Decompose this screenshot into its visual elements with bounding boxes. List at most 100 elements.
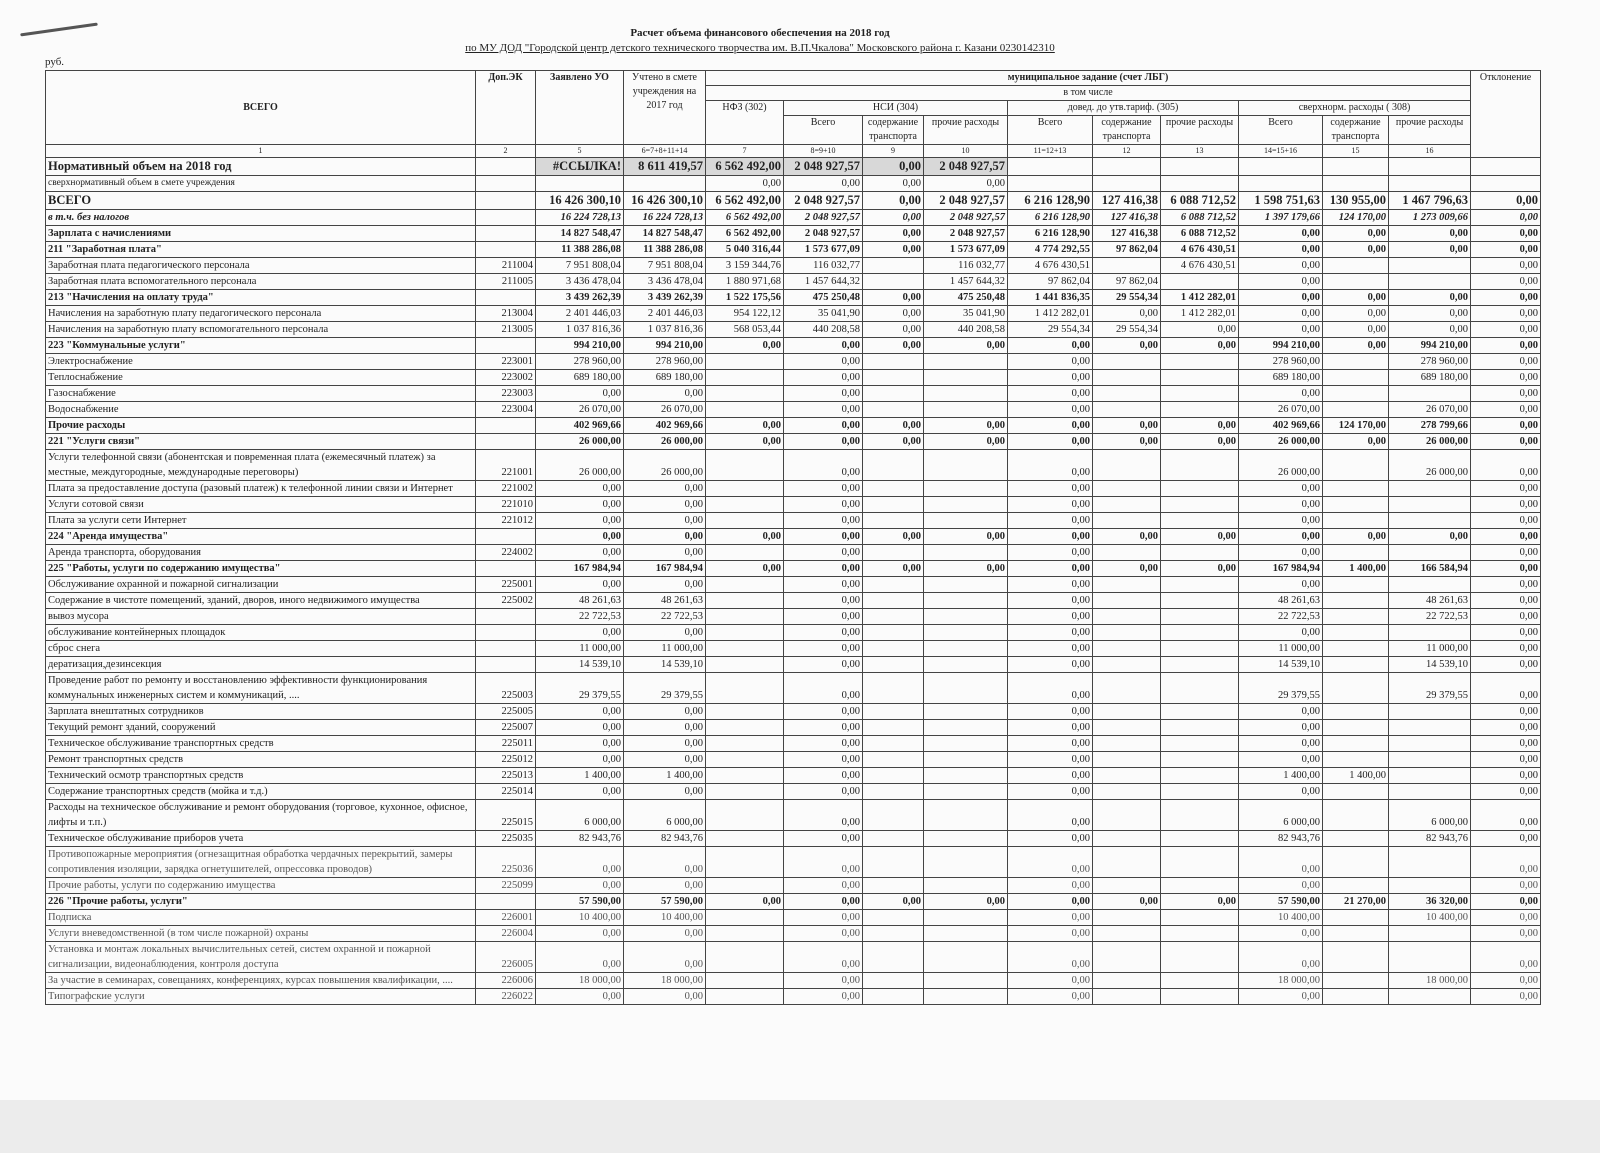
row-value [1387,767,1472,784]
row-value: 0,00 [1238,496,1323,513]
row-label: За участие в семинарах, совещаниях, конф… [45,972,476,989]
row-value: 0,00 [1470,337,1542,354]
row-value [862,972,924,989]
header-over-other: прочие расходы [1387,115,1472,145]
row-value: 5 040 316,44 [705,241,784,258]
row-value [1007,157,1093,176]
row-value: 0,00 [535,496,624,513]
row-value [1322,353,1389,370]
row-value: 0,00 [1322,528,1389,545]
row-value: 10 400,00 [535,909,624,926]
row-value [862,783,924,800]
row-value: 475 250,48 [923,289,1008,306]
row-value [1092,401,1161,418]
row-value [1322,480,1389,497]
row-value [862,369,924,386]
row-value: 21 270,00 [1322,893,1389,910]
row-value: 0,00 [1387,528,1472,545]
row-value: 4 676 430,51 [1160,241,1239,258]
row-ek-code: 225001 [475,576,536,593]
row-value: 0,00 [623,496,706,513]
row-value: 994 210,00 [1387,337,1472,354]
row-value: 0,00 [1007,799,1093,831]
row-value: 954 122,12 [705,305,784,322]
column-number: 10 [923,144,1008,158]
row-ek-code: 211004 [475,257,536,274]
document-title: Расчет объема финансового обеспечения на… [630,27,890,39]
row-value [1387,988,1472,1005]
row-value [1160,496,1239,513]
row-label: Зарплата с начислениями [45,225,476,242]
header-over-transport: содержание транспорта [1322,115,1389,145]
row-value: 0,00 [1238,783,1323,800]
row-value [923,353,1008,370]
table-row: Заработная плата педагогического персона… [45,257,1542,274]
row-value: 6 562 492,00 [705,225,784,242]
table-row: в т.ч. без налогов 16 224 728,13 16 224 72… [45,209,1542,226]
row-value: 29 554,34 [1092,321,1161,338]
row-value: 0,00 [1470,528,1542,545]
row-value: 22 722,53 [1387,608,1472,625]
row-value [1322,576,1389,593]
row-ek-code [475,640,536,657]
row-value: 0,00 [623,751,706,768]
row-value: 0,00 [535,846,624,878]
row-value: 0,00 [1470,273,1542,290]
row-value [923,656,1008,673]
row-value [923,799,1008,831]
row-value [1322,401,1389,418]
row-value [705,401,784,418]
row-value [705,988,784,1005]
header-tariff: довед. до утв.тариф. (305) [1007,100,1239,116]
row-value: 0,00 [1007,972,1093,989]
row-ek-code: 226005 [475,941,536,973]
row-value [623,175,706,192]
row-value [1160,385,1239,402]
row-value: 3 439 262,39 [623,289,706,306]
row-value: 0,00 [1470,877,1542,894]
row-ek-code: 225007 [475,719,536,736]
row-value: 6 000,00 [1238,799,1323,831]
row-value: 127 416,38 [1092,209,1161,226]
row-label: Техническое обслуживание приборов учета [45,830,476,847]
row-value [862,846,924,878]
row-ek-code: 223001 [475,353,536,370]
table-row: Технический осмотр транспортных средств 2… [45,767,1542,784]
row-value: 0,00 [783,449,863,481]
row-value [923,767,1008,784]
row-value: 0,00 [1238,225,1323,242]
row-ek-code: 223002 [475,369,536,386]
table-row: Ремонт транспортных средств 225012 0,00 0,0… [45,751,1542,768]
row-value: 7 951 808,04 [623,257,706,274]
row-value [923,401,1008,418]
row-value [705,369,784,386]
row-value: 0,00 [623,480,706,497]
row-value [1160,512,1239,529]
row-value [1092,480,1161,497]
row-value: 18 000,00 [535,972,624,989]
row-value: 0,00 [1470,656,1542,673]
row-value: 1 400,00 [623,767,706,784]
header-nfz: НФЗ (302) [705,100,784,145]
row-value: 0,00 [1007,337,1093,354]
row-value: 0,00 [783,893,863,910]
row-ek-code: 213004 [475,305,536,322]
row-value: 6 216 128,90 [1007,209,1093,226]
row-value: 1 400,00 [1322,560,1389,577]
row-value: 0,00 [1238,735,1323,752]
row-value: 0,00 [783,925,863,942]
row-value: 0,00 [705,560,784,577]
row-value: 11 000,00 [1387,640,1472,657]
row-value: 0,00 [783,528,863,545]
row-value [862,592,924,609]
row-value: 0,00 [1007,480,1093,497]
row-value [1322,830,1389,847]
row-value [1092,592,1161,609]
row-value: 0,00 [783,783,863,800]
row-value: 167 984,94 [1238,560,1323,577]
row-value: 0,00 [705,528,784,545]
row-value: 4 774 292,55 [1007,241,1093,258]
row-value: 0,00 [1470,672,1542,704]
row-value: 0,00 [1007,433,1093,450]
row-value [1092,925,1161,942]
